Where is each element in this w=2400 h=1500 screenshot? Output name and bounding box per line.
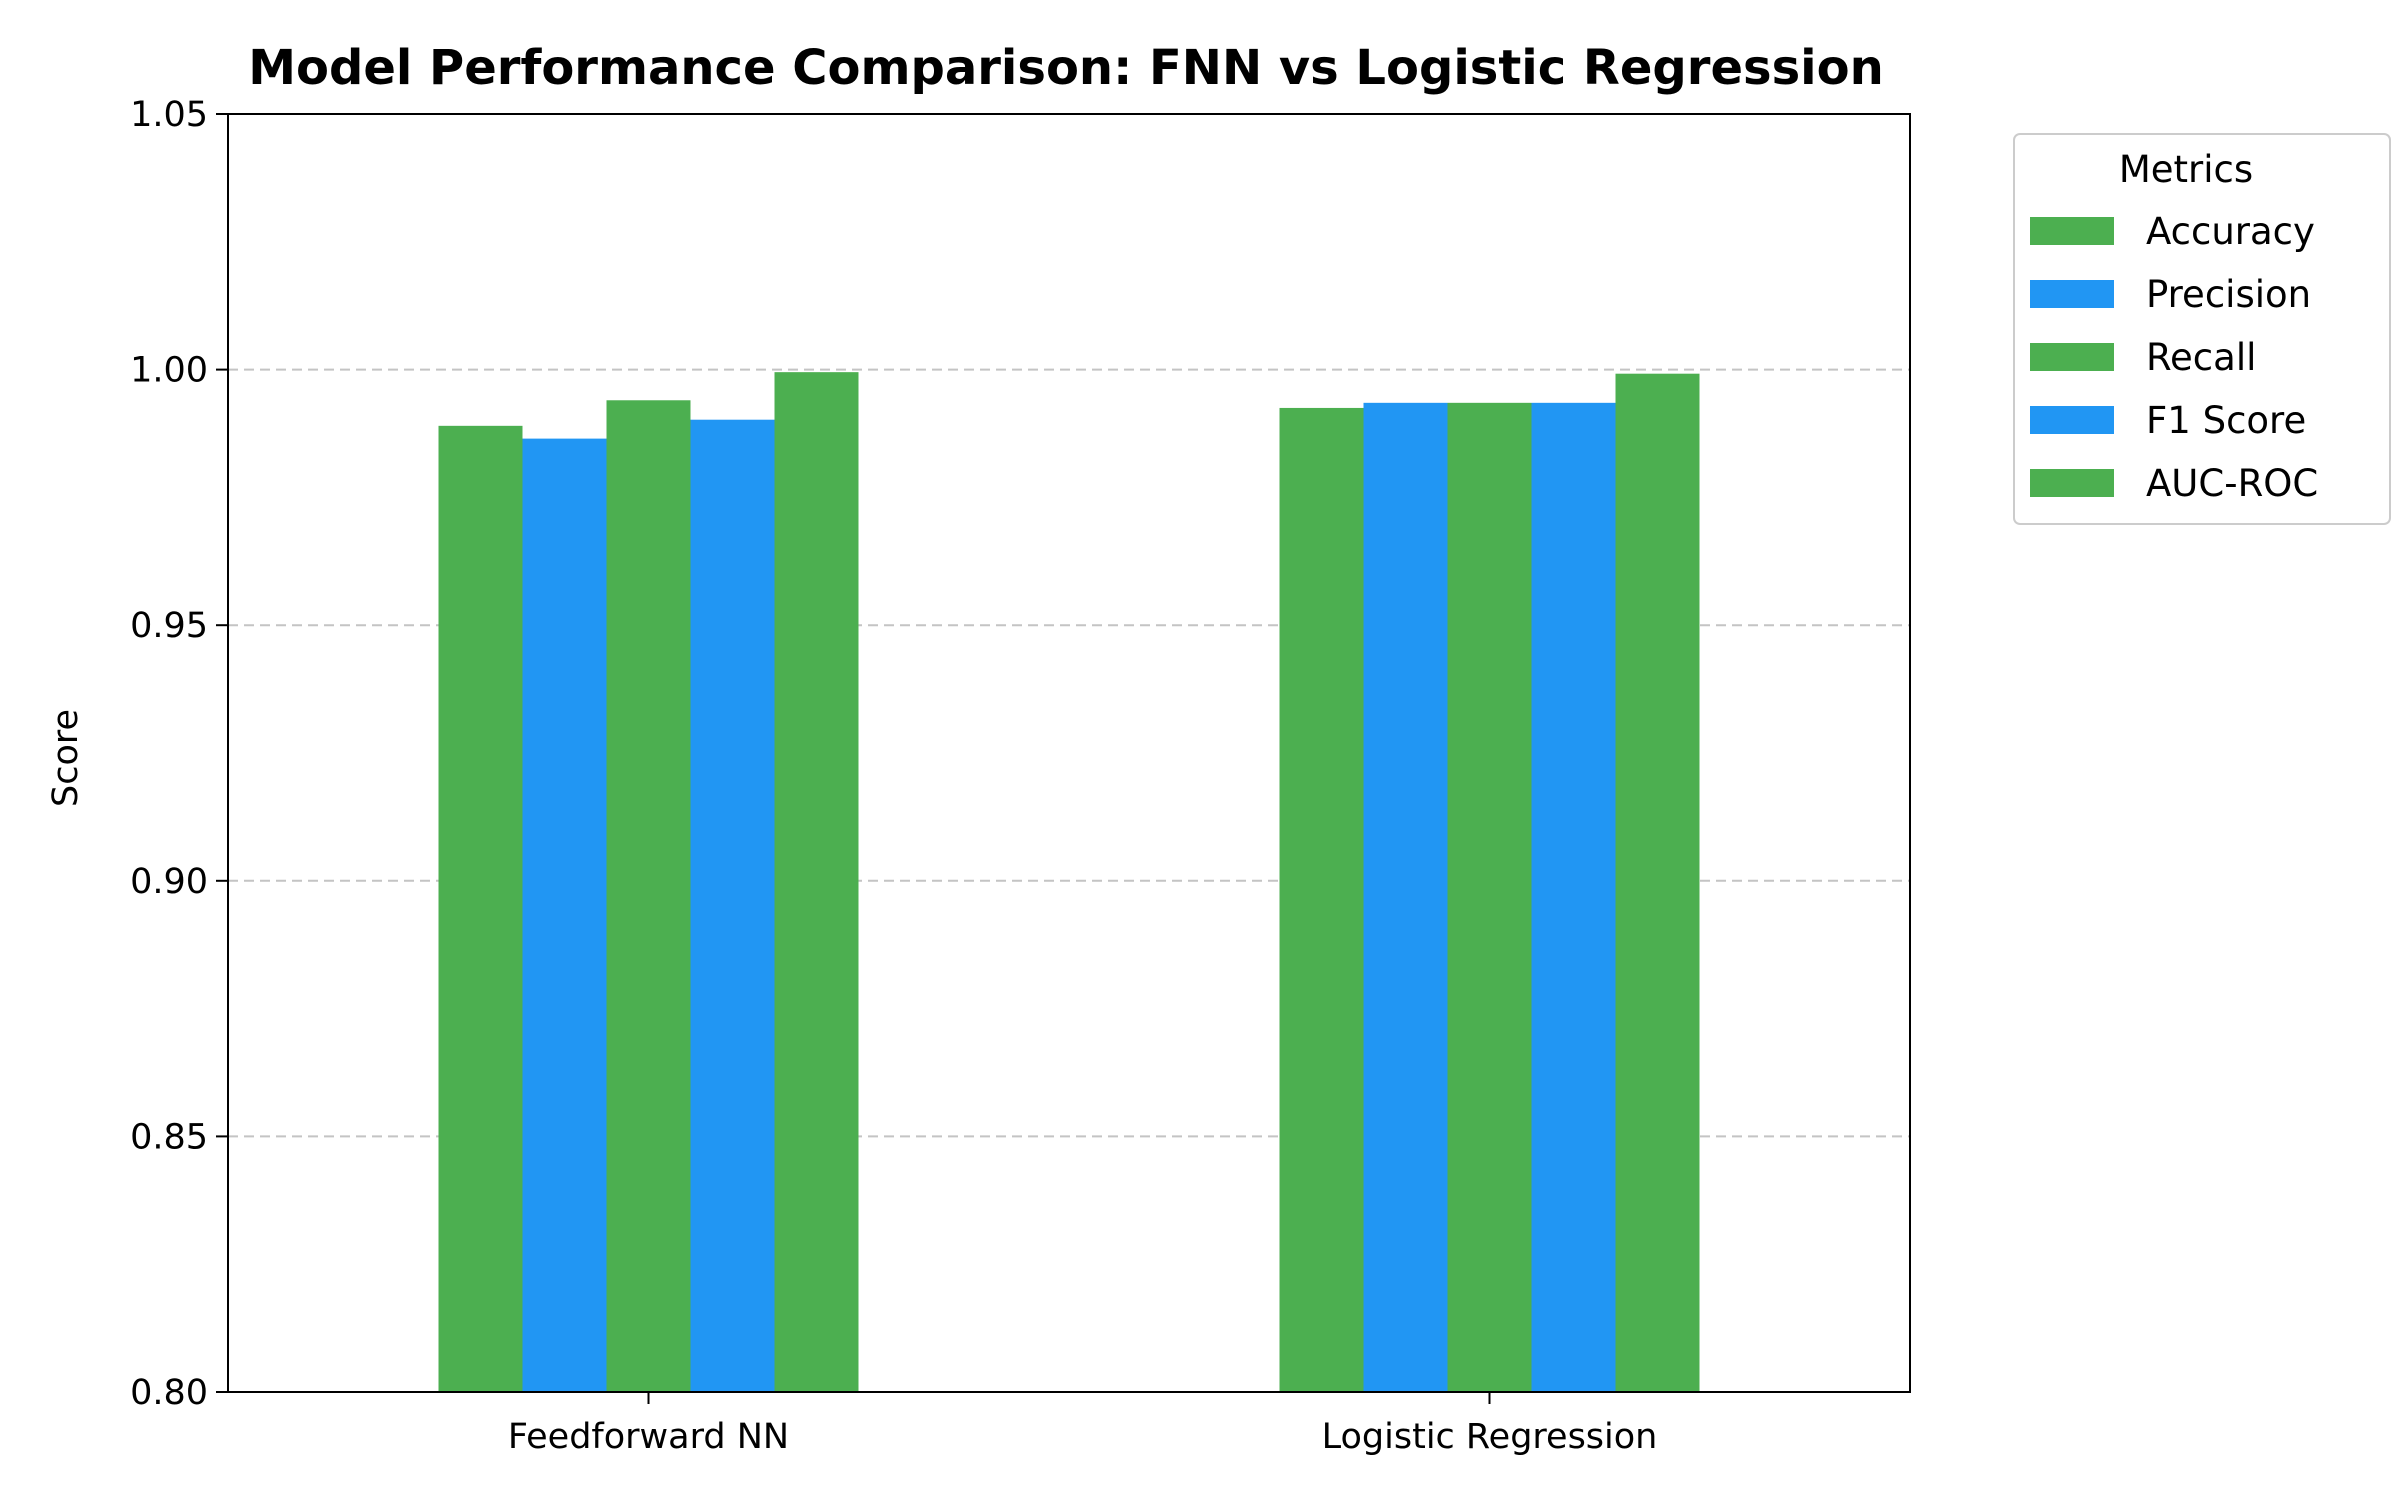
y-axis-ticks: 0.80 0.85 0.90 0.95 1.00 1.05 (130, 95, 228, 1413)
bar-precision (522, 438, 607, 1392)
legend-items: Accuracy Precision Recall F1 Score AUC-ROC (2030, 210, 2318, 505)
bar-f1-score (690, 419, 775, 1392)
bar-auc-roc (774, 372, 859, 1392)
y-tick-label: 1.05 (130, 95, 208, 135)
x-tick-label: Feedforward NN (508, 1417, 789, 1457)
bars (438, 372, 1700, 1393)
plot-frame (227, 113, 1911, 1393)
y-tick-label: 0.90 (130, 862, 208, 902)
bar-recall (606, 400, 691, 1393)
legend-swatch (2030, 280, 2114, 308)
y-tick-label: 0.95 (130, 606, 208, 646)
bar-accuracy (438, 425, 523, 1392)
bar-f1-score (1531, 402, 1616, 1392)
x-tick-label: Logistic Regression (1322, 1417, 1658, 1457)
legend-label: Accuracy (2146, 210, 2315, 253)
y-tick-label: 0.85 (130, 1117, 208, 1157)
chart-title: Model Performance Comparison: FNN vs Log… (248, 40, 1884, 96)
x-axis-ticks: Feedforward NN Logistic Regression (508, 1392, 1657, 1457)
legend-title: Metrics (2119, 148, 2253, 191)
legend-swatch (2030, 217, 2114, 245)
y-tick-label: 0.80 (130, 1373, 208, 1413)
legend-label: AUC-ROC (2146, 462, 2318, 505)
legend-label: F1 Score (2146, 399, 2306, 442)
legend-swatch (2030, 469, 2114, 497)
y-axis-label: Score (46, 709, 86, 807)
legend-label: Recall (2146, 336, 2256, 379)
legend-swatch (2030, 343, 2114, 371)
bar-auc-roc (1615, 373, 1700, 1393)
bar-accuracy (1279, 407, 1364, 1392)
legend-swatch (2030, 406, 2114, 434)
bar-recall (1447, 402, 1532, 1392)
legend-label: Precision (2146, 273, 2311, 316)
y-tick-label: 1.00 (130, 351, 208, 391)
bar-precision (1363, 402, 1448, 1392)
